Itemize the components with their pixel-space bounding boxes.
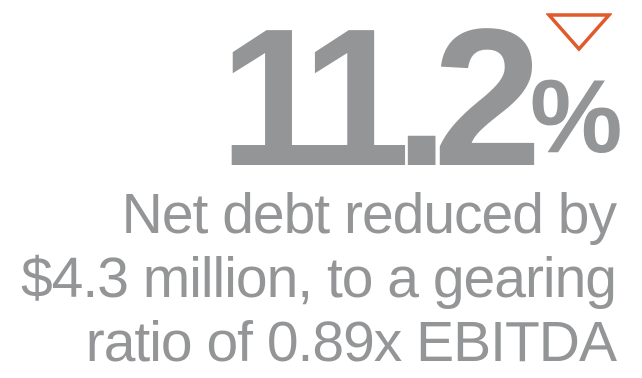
caption-line-3: ratio of 0.89x EBITDA: [85, 310, 617, 374]
triangle-down-icon: [546, 13, 612, 52]
stat-figure: 11.2 %: [219, 0, 622, 207]
stat-unit: %: [530, 59, 623, 175]
stat-caption: Net debt reduced by $4.3 million, to a g…: [20, 182, 617, 374]
stat-unit-group: %: [530, 0, 622, 183]
caption-line-1: Net debt reduced by: [121, 182, 617, 246]
stat-value: 11.2: [219, 0, 542, 207]
caption-line-2: $4.3 million, to a gearing: [20, 246, 617, 310]
